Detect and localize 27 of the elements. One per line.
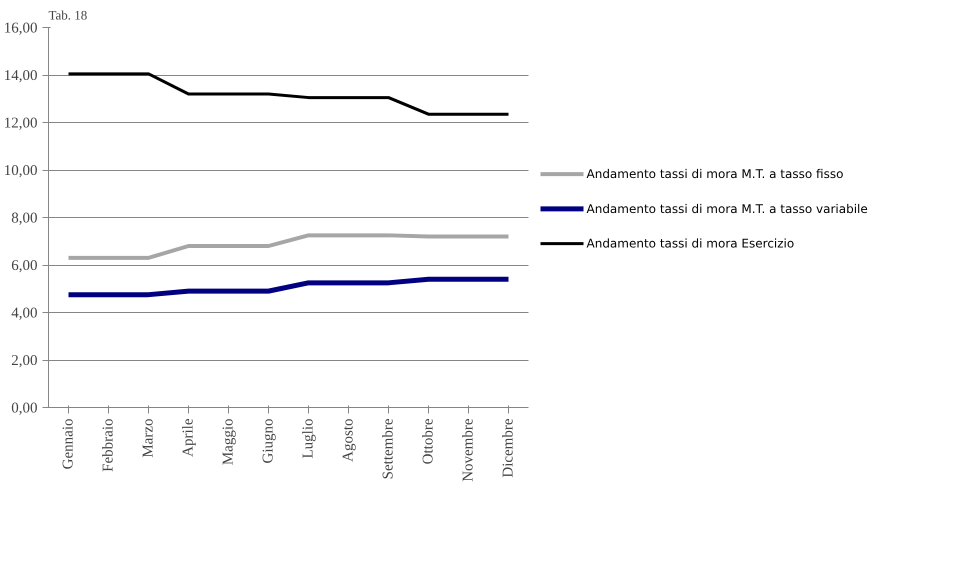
legend-label: Andamento tassi di mora Esercizio xyxy=(586,236,794,251)
x-tick-label: Maggio xyxy=(220,418,236,466)
y-tick-label: 16,00 xyxy=(4,20,38,36)
x-tick-label: Settembre xyxy=(380,418,396,480)
y-tick-label: 4,00 xyxy=(11,306,38,322)
x-tick-label: Febbraio xyxy=(100,418,116,472)
x-tick-label: Dicembre xyxy=(500,418,516,478)
y-tick-label: 10,00 xyxy=(4,163,38,179)
x-tick-label: Agosto xyxy=(340,418,356,462)
x-tick-label: Luglio xyxy=(300,418,316,458)
y-tick-label: 14,00 xyxy=(4,68,38,84)
y-tick-label: 12,00 xyxy=(4,116,38,132)
line-series xyxy=(66,233,510,260)
legend-label: Andamento tassi di mora M.T. a tasso fisso xyxy=(586,167,844,182)
legend-label: Andamento tassi di mora M.T. a tasso variabile xyxy=(586,202,868,216)
x-tick-label: Marzo xyxy=(140,418,156,458)
x-tick-label: Giugno xyxy=(260,418,276,464)
chart-title: Tab. 18 xyxy=(48,8,88,22)
x-tick-label: Aprile xyxy=(180,418,196,457)
line-series xyxy=(67,72,510,116)
y-tick-label: 0,00 xyxy=(11,400,38,416)
y-tick-label: 2,00 xyxy=(11,353,38,369)
y-tick-label: 8,00 xyxy=(11,210,38,226)
x-tick-label: Ottobre xyxy=(420,418,436,464)
x-tick-label: Gennaio xyxy=(60,418,76,470)
y-tick-label: 6,00 xyxy=(11,258,38,274)
x-tick-label: Novembre xyxy=(460,418,476,482)
